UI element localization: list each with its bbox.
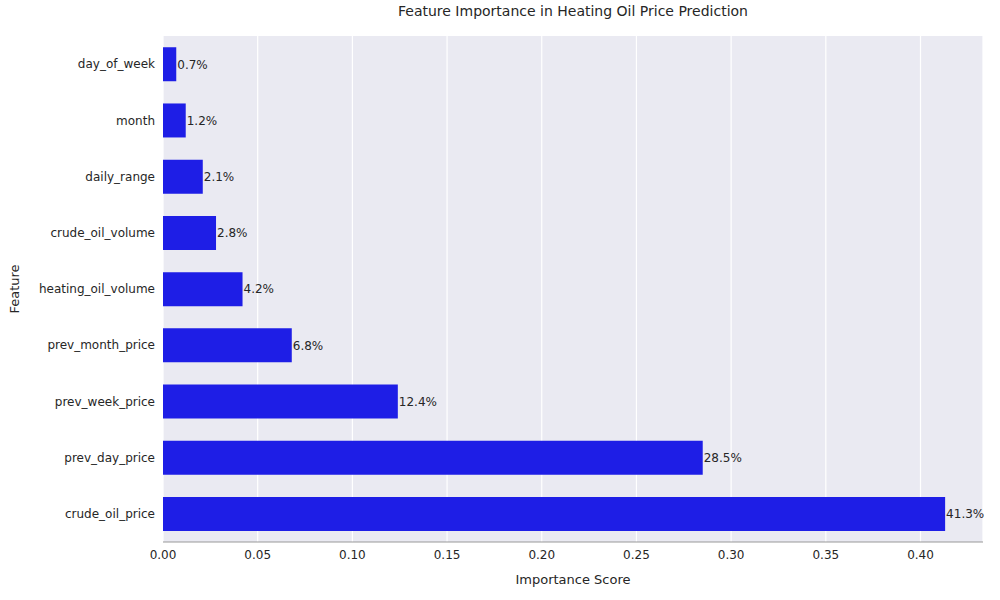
svg-text:0.05: 0.05 bbox=[244, 548, 271, 562]
svg-text:28.5%: 28.5% bbox=[704, 451, 742, 465]
svg-text:0.35: 0.35 bbox=[812, 548, 839, 562]
svg-text:month: month bbox=[116, 114, 155, 128]
svg-text:0.30: 0.30 bbox=[718, 548, 745, 562]
svg-text:0.7%: 0.7% bbox=[177, 58, 208, 72]
svg-text:prev_month_price: prev_month_price bbox=[47, 338, 155, 352]
svg-text:crude_oil_price: crude_oil_price bbox=[65, 507, 155, 521]
svg-text:crude_oil_volume: crude_oil_volume bbox=[50, 226, 155, 240]
svg-text:0.00: 0.00 bbox=[150, 548, 177, 562]
svg-text:0.40: 0.40 bbox=[907, 548, 934, 562]
svg-text:0.25: 0.25 bbox=[623, 548, 650, 562]
svg-text:prev_week_price: prev_week_price bbox=[55, 395, 155, 409]
svg-text:1.2%: 1.2% bbox=[187, 114, 218, 128]
html-text:Feature Importance in Heating: Feature Importance in Heating Oil Price … bbox=[398, 3, 748, 19]
svg-text:6.8%: 6.8% bbox=[293, 339, 324, 353]
svg-text:12.4%: 12.4% bbox=[399, 395, 437, 409]
svg-text:Importance Score: Importance Score bbox=[515, 572, 630, 587]
svg-text:2.8%: 2.8% bbox=[217, 226, 248, 240]
svg-text:0.15: 0.15 bbox=[434, 548, 461, 562]
svg-text:day_of_week: day_of_week bbox=[78, 57, 155, 71]
svg-text:4.2%: 4.2% bbox=[244, 282, 274, 296]
svg-text:2.1%: 2.1% bbox=[204, 170, 235, 184]
svg-text:0.10: 0.10 bbox=[339, 548, 366, 562]
svg-text:daily_range: daily_range bbox=[85, 170, 155, 184]
svg-text:Feature: Feature bbox=[7, 264, 22, 313]
svg-text:41.3%: 41.3% bbox=[946, 507, 984, 521]
svg-text:prev_day_price: prev_day_price bbox=[64, 451, 155, 465]
svg-text:0.20: 0.20 bbox=[528, 548, 555, 562]
svg-text:heating_oil_volume: heating_oil_volume bbox=[39, 282, 155, 296]
